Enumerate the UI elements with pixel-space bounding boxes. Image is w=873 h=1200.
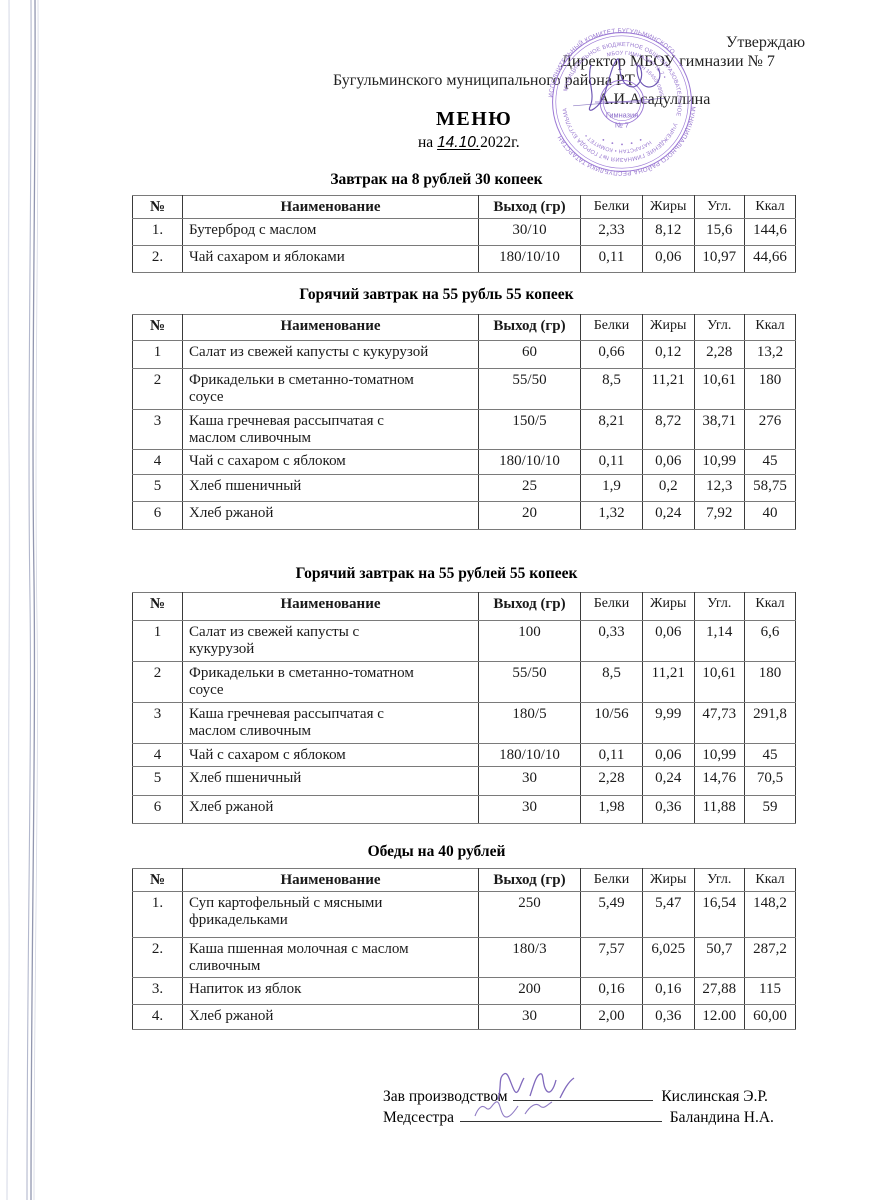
svg-text:№ 7: № 7 — [615, 121, 629, 130]
svg-text:Гимназия: Гимназия — [606, 110, 638, 119]
